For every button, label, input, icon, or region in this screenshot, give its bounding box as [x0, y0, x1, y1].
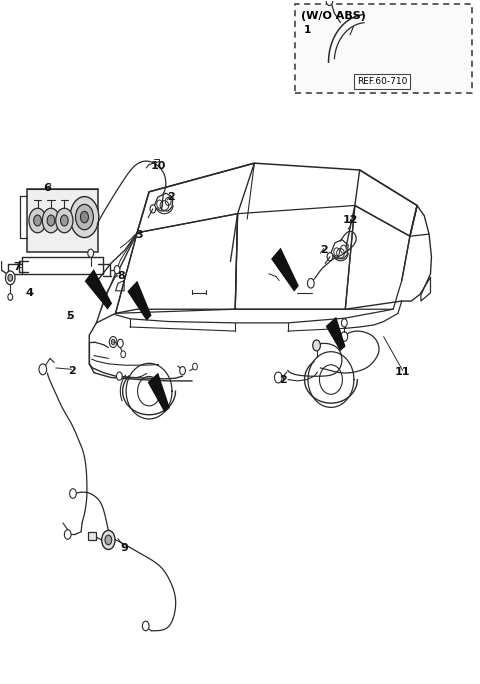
- Text: 9: 9: [120, 543, 128, 553]
- Circle shape: [5, 271, 15, 285]
- Circle shape: [39, 364, 47, 375]
- FancyBboxPatch shape: [88, 531, 96, 540]
- Circle shape: [64, 529, 71, 539]
- Circle shape: [150, 205, 156, 213]
- Text: 4: 4: [25, 288, 33, 298]
- Circle shape: [340, 245, 346, 253]
- Text: 2: 2: [279, 376, 287, 385]
- Polygon shape: [345, 18, 351, 27]
- Polygon shape: [127, 280, 152, 321]
- Circle shape: [117, 372, 122, 380]
- Circle shape: [102, 530, 115, 549]
- Circle shape: [118, 339, 123, 347]
- Circle shape: [47, 215, 55, 226]
- Text: 12: 12: [342, 215, 358, 226]
- Circle shape: [75, 205, 93, 230]
- Circle shape: [8, 293, 12, 300]
- Circle shape: [8, 274, 12, 281]
- Text: 2: 2: [320, 245, 328, 255]
- Circle shape: [180, 367, 185, 375]
- Text: 2: 2: [167, 192, 174, 202]
- Circle shape: [341, 332, 348, 341]
- Circle shape: [121, 351, 126, 358]
- Circle shape: [81, 211, 88, 223]
- FancyBboxPatch shape: [295, 4, 472, 93]
- Circle shape: [60, 215, 68, 226]
- Circle shape: [29, 208, 46, 233]
- Text: 1: 1: [304, 25, 311, 35]
- Text: 7: 7: [13, 262, 21, 272]
- Polygon shape: [325, 317, 346, 351]
- FancyBboxPatch shape: [27, 189, 98, 252]
- Text: 11: 11: [395, 367, 410, 377]
- Circle shape: [42, 208, 60, 233]
- Text: 6: 6: [44, 183, 51, 193]
- Text: 3: 3: [136, 230, 144, 240]
- Circle shape: [313, 340, 321, 351]
- Text: 10: 10: [151, 161, 167, 171]
- Polygon shape: [271, 248, 299, 291]
- Text: (W/O ABS): (W/O ABS): [301, 11, 366, 21]
- Circle shape: [308, 278, 314, 288]
- Circle shape: [109, 337, 117, 347]
- Circle shape: [70, 196, 99, 237]
- Text: 2: 2: [68, 366, 75, 376]
- Circle shape: [70, 489, 76, 499]
- Circle shape: [88, 249, 94, 257]
- Circle shape: [143, 621, 149, 631]
- Circle shape: [192, 363, 197, 370]
- Circle shape: [165, 197, 171, 205]
- Circle shape: [341, 319, 347, 327]
- Circle shape: [157, 200, 162, 208]
- Polygon shape: [148, 373, 170, 412]
- Circle shape: [275, 372, 282, 383]
- Text: REF.60-710: REF.60-710: [357, 77, 408, 86]
- Text: 8: 8: [118, 271, 125, 281]
- Circle shape: [327, 252, 333, 261]
- Circle shape: [334, 248, 339, 256]
- Text: 5: 5: [66, 311, 74, 321]
- Circle shape: [105, 535, 112, 544]
- Polygon shape: [84, 269, 112, 310]
- Circle shape: [114, 265, 120, 274]
- Circle shape: [326, 0, 333, 5]
- Circle shape: [34, 215, 41, 226]
- Circle shape: [56, 208, 73, 233]
- Circle shape: [111, 339, 115, 345]
